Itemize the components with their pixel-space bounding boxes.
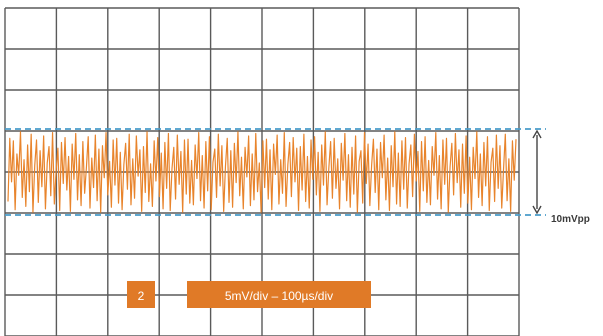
grid <box>4 7 520 336</box>
vpp-label: 10mVpp <box>551 214 590 225</box>
signal-trace <box>7 131 517 213</box>
signal-trace-line <box>7 131 517 213</box>
scale-label-bg <box>187 281 371 308</box>
reference-lines <box>5 128 546 216</box>
scale-label: 5mV/div – 100µs/div <box>225 289 333 303</box>
vpp-arrow-head-down <box>532 205 542 215</box>
vpp-arrow-head-up <box>532 129 542 139</box>
channel-badge: 2 <box>138 289 145 303</box>
vpp-arrow-icon <box>532 129 542 215</box>
channel-badge-bg <box>127 281 155 308</box>
